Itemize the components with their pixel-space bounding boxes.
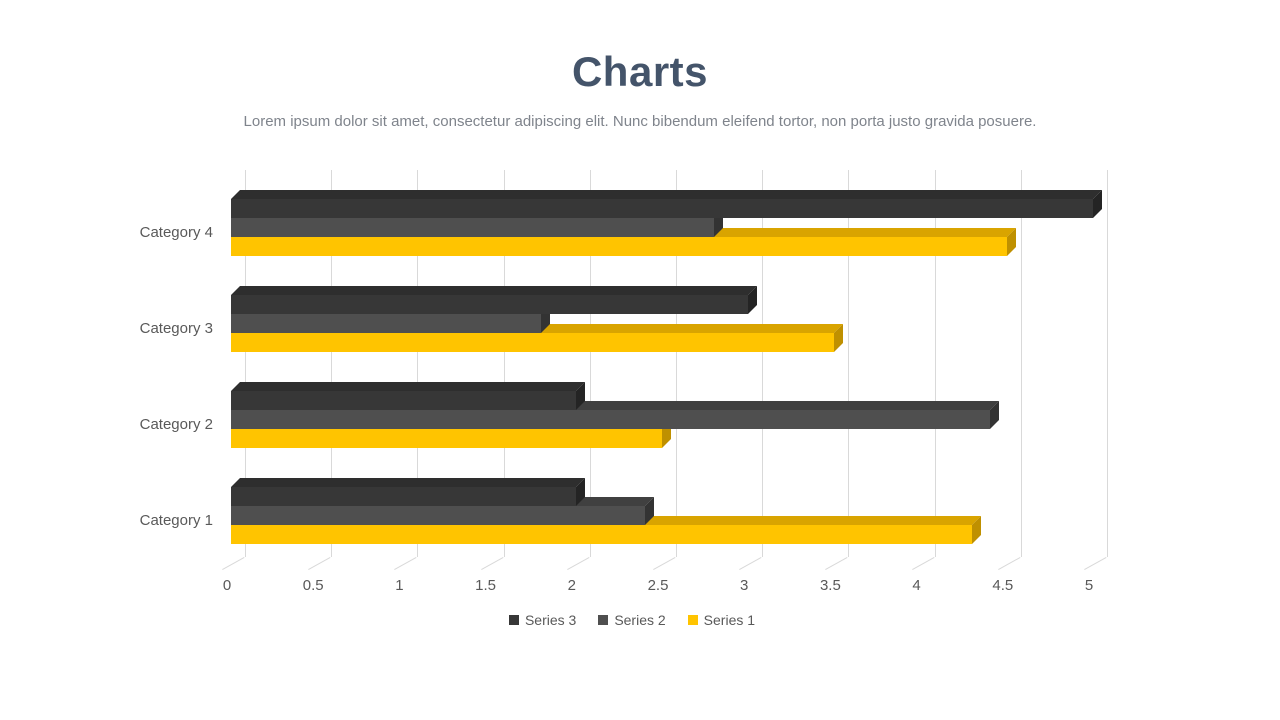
legend-swatch-icon	[508, 615, 519, 625]
axis-tick-connector	[480, 557, 504, 570]
bar-series-3	[231, 478, 585, 506]
axis-tick-connector	[566, 557, 590, 570]
bar-front-face	[231, 525, 973, 544]
legend-item: Series 3	[508, 612, 577, 628]
gridline	[503, 170, 505, 557]
bar-top-face	[231, 286, 758, 295]
value-axis-labels: 0 0.5 1 1.5 2 2.5 3 3.5 4 4.5 5	[223, 577, 1122, 597]
gridline	[676, 170, 677, 557]
gridline	[1020, 170, 1022, 557]
x-axis-tick-label: 2	[567, 577, 576, 594]
gridline	[762, 170, 764, 557]
category-label: Category 2	[139, 416, 213, 433]
bar-top-face	[231, 382, 585, 391]
gridline	[417, 170, 419, 557]
bar-series-2	[231, 209, 723, 237]
x-axis-tick-label: 1	[395, 577, 404, 594]
bar-front-face	[231, 218, 714, 237]
axis-tick-connector	[394, 557, 417, 570]
x-axis-tick-label: 4.5	[992, 577, 1014, 594]
legend-swatch-icon	[598, 615, 609, 625]
legend-item: Series 2	[598, 612, 666, 628]
bar-series-2	[231, 305, 551, 333]
x-axis-tick-label: 1.5	[475, 577, 497, 594]
axis-tick-connector	[222, 557, 245, 570]
axis-tick-connector	[1084, 557, 1107, 570]
bar-top-face	[231, 478, 585, 487]
axis-tick-connector	[911, 557, 935, 570]
x-axis-tick-label: 4	[912, 577, 921, 594]
bar-front-face	[231, 295, 749, 314]
axis-tick-connector	[653, 557, 676, 570]
bar-series-1	[231, 420, 671, 448]
gridline	[589, 170, 591, 557]
bar-front-face	[231, 314, 542, 333]
x-axis-tick-label: 3.5	[819, 577, 841, 594]
axis-tick-connector	[308, 557, 331, 570]
category-label: Category 4	[139, 224, 213, 241]
category-axis-labels: Category 4 Category 3 Category 2 Category 1	[0, 0, 213, 720]
plot-area	[222, 170, 1122, 570]
category-label: Category 3	[139, 320, 213, 337]
bar-front-face	[231, 429, 662, 448]
legend-label: Series 2	[614, 612, 666, 628]
bar-front-face	[231, 487, 576, 506]
bar-front-face	[231, 506, 645, 525]
category-label: Category 1	[139, 512, 213, 529]
bar-front-face	[231, 237, 1007, 256]
axis-tick-connector	[997, 557, 1021, 570]
gridline	[934, 170, 936, 557]
bar-front-face	[231, 199, 1093, 218]
bar-series-3	[231, 286, 758, 314]
slide-subtitle: Lorem ipsum dolor sit amet, consectetur …	[243, 113, 1037, 130]
x-axis-tick-label: 2.5	[647, 577, 669, 594]
gridline	[1107, 170, 1108, 557]
bar-series-1	[231, 516, 982, 544]
legend-label: Series 1	[703, 612, 756, 628]
bar-series-3	[231, 190, 1102, 218]
legend-swatch-icon	[687, 615, 698, 625]
bar-series-2	[231, 401, 999, 429]
bar-front-face	[231, 391, 576, 410]
bar-series-3	[231, 382, 585, 410]
axis-tick-connector	[825, 557, 848, 570]
legend-item: Series 1	[687, 612, 756, 628]
x-axis-tick-label: 0.5	[302, 577, 324, 594]
gridline	[245, 170, 246, 557]
gridline	[848, 170, 850, 557]
legend-label: Series 3	[524, 612, 577, 628]
bar-top-face	[231, 190, 1102, 199]
bar-front-face	[231, 333, 835, 352]
bar-series-1	[231, 324, 844, 352]
bar-front-face	[231, 410, 990, 429]
bar-series-1	[231, 228, 1016, 256]
chart-legend: Series 3 Series 2 Series 1	[0, 612, 1264, 628]
x-axis-tick-label: 0	[222, 577, 232, 594]
bar-series-2	[231, 497, 654, 525]
x-axis-tick-label: 3	[740, 577, 749, 594]
x-axis-tick-label: 5	[1084, 577, 1094, 594]
axis-tick-connector	[739, 557, 762, 570]
gridline	[331, 170, 333, 557]
page-title: Charts	[571, 48, 709, 95]
